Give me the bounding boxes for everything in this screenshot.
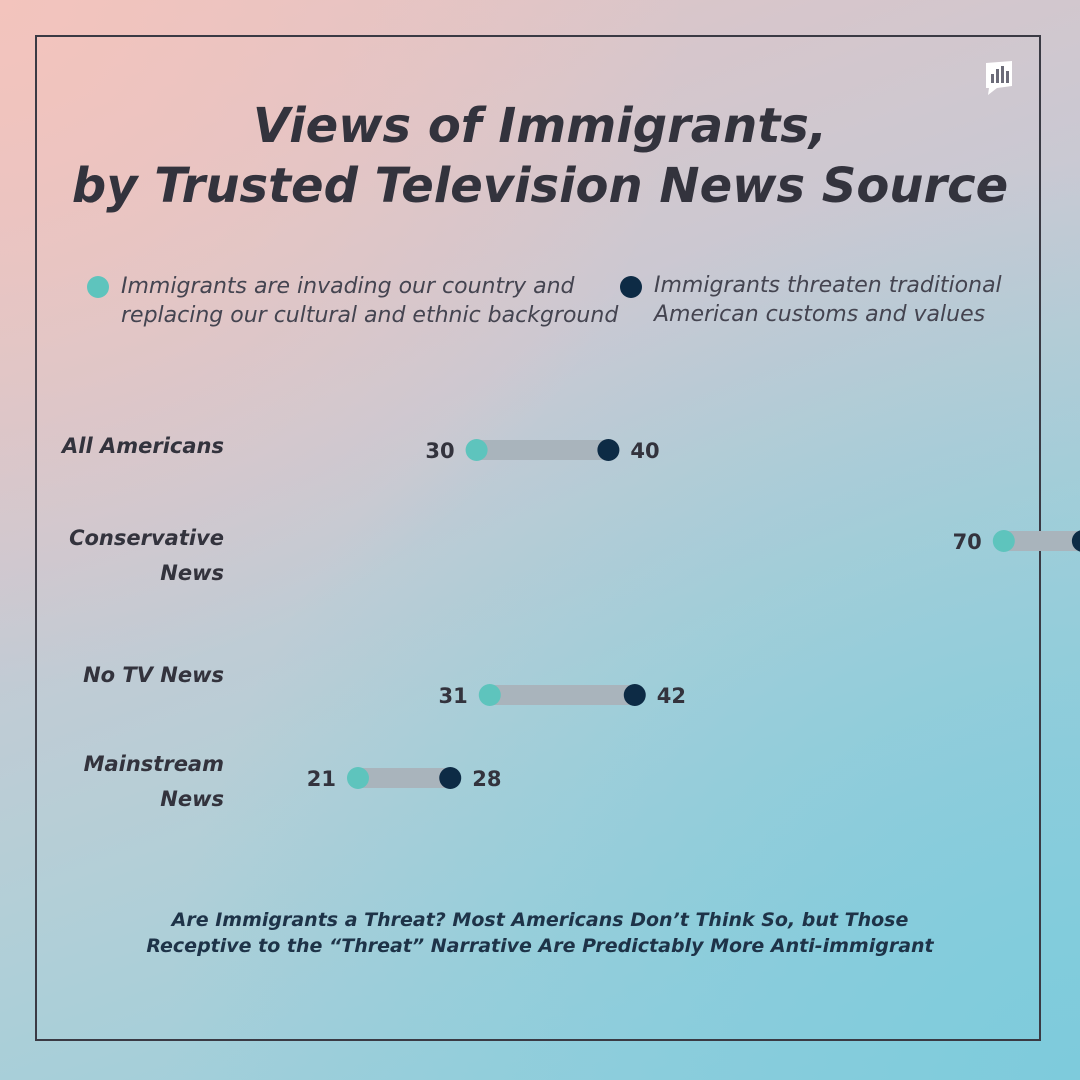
- category-label-conservative-news: Conservative News: [69, 526, 224, 585]
- legend-label-invading: Immigrants are invading our country and …: [121, 274, 619, 328]
- point-invading-mainstream-news: [346, 767, 369, 789]
- category-label-no-tv-news: No TV News: [83, 663, 224, 687]
- brand-logo-icon: [986, 61, 1012, 95]
- value-label-invading-conservative-news: 70: [953, 530, 982, 554]
- category-label-mainstream-news: Mainstream News: [83, 752, 224, 811]
- value-label-threaten-no-tv-news: 42: [657, 684, 686, 708]
- value-label-invading-all-americans: 30: [425, 439, 454, 463]
- point-invading-all-americans: [465, 439, 488, 461]
- chart-title-line-2: by Trusted Television News Source: [71, 158, 1009, 214]
- value-label-invading-mainstream-news: 21: [307, 767, 336, 791]
- legend-marker-threaten: [620, 276, 642, 298]
- chart-title-line-1: Views of Immigrants,: [252, 98, 828, 154]
- legend-marker-invading: [87, 276, 109, 298]
- category-label-all-americans: All Americans: [62, 434, 224, 458]
- legend-label-threaten: Immigrants threaten traditional American…: [654, 273, 1002, 327]
- point-invading-conservative-news: [992, 530, 1015, 552]
- value-label-threaten-mainstream-news: 28: [472, 767, 501, 791]
- value-label-threaten-all-americans: 40: [630, 439, 659, 463]
- point-threaten-no-tv-news: [623, 684, 646, 706]
- point-invading-no-tv-news: [478, 684, 501, 706]
- point-threaten-all-americans: [597, 439, 620, 461]
- value-label-invading-no-tv-news: 31: [439, 684, 468, 708]
- point-threaten-conservative-news: [1071, 530, 1080, 552]
- point-threaten-mainstream-news: [439, 767, 462, 789]
- chart-subtitle: Are Immigrants a Threat? Most Americans …: [146, 909, 934, 957]
